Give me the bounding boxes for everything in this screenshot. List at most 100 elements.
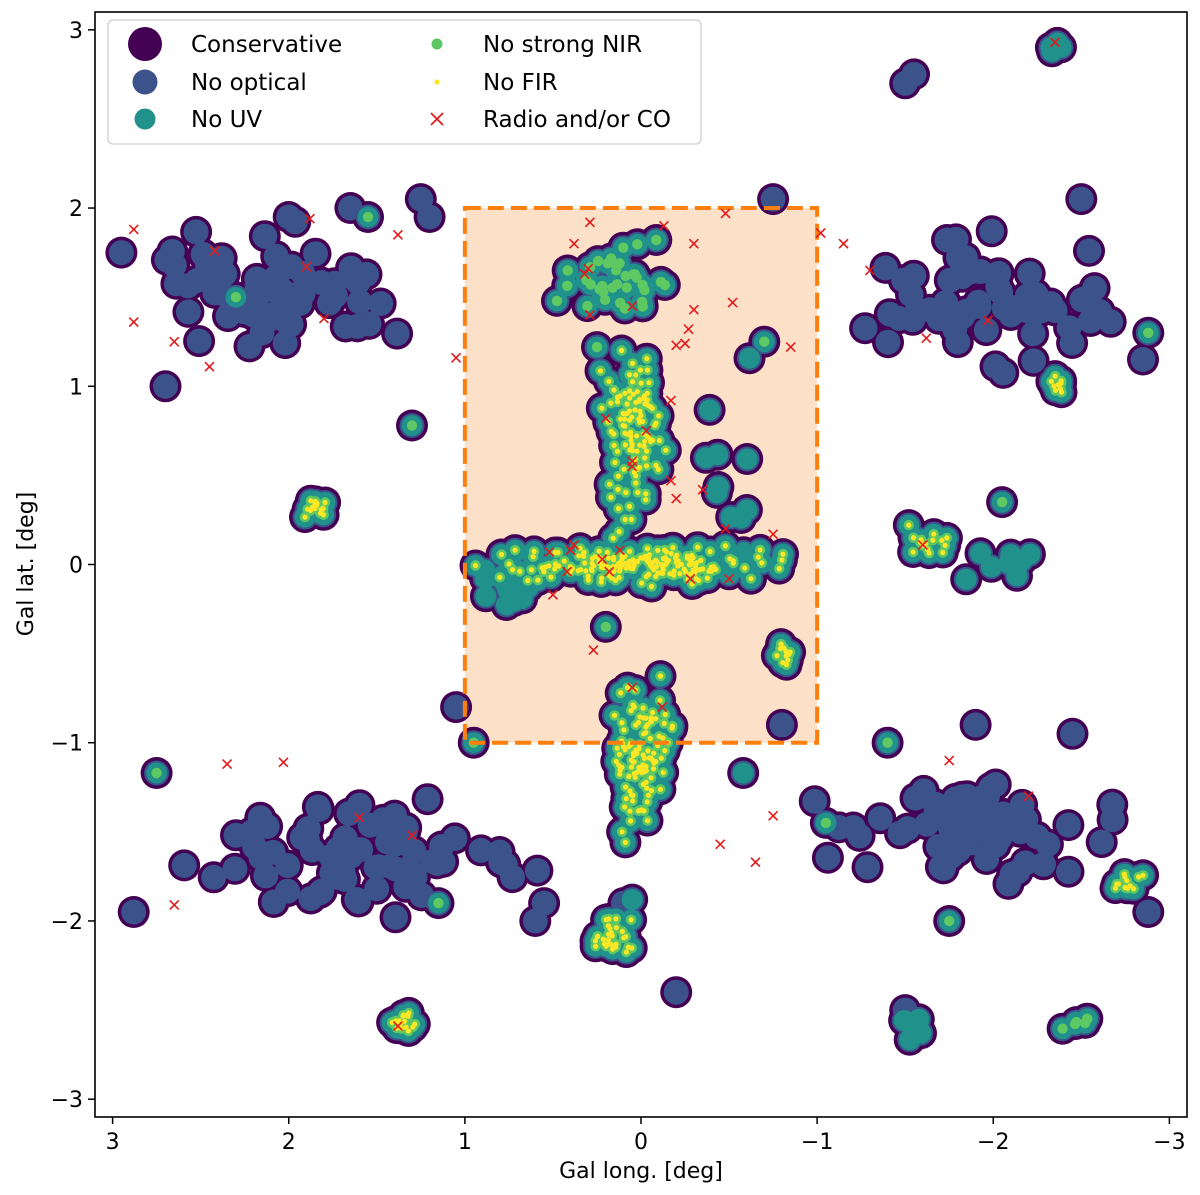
cross-stroke <box>583 263 594 274</box>
no-optical-marker <box>1073 285 1099 311</box>
no-fir-marker <box>634 448 640 454</box>
no-optical-marker <box>1031 851 1056 877</box>
no-fir-marker <box>616 574 622 581</box>
cross-stroke <box>169 899 180 910</box>
no-fir-marker <box>651 750 657 756</box>
cross-stroke <box>657 702 668 713</box>
no-fir-marker <box>531 548 537 555</box>
no-fir-marker <box>1112 885 1119 891</box>
radio-co-marker <box>815 227 826 239</box>
no-optical-marker <box>253 863 279 889</box>
cross-stroke <box>597 554 608 565</box>
radio-co-marker <box>750 857 761 868</box>
no-fir-marker <box>910 535 917 541</box>
no-fir-marker <box>638 807 644 813</box>
tick-layer: 3 2 1 0 −1 −2 −3 3 2 1 0 −1 −2 −3 <box>51 19 1186 1155</box>
no-fir-marker <box>637 464 643 471</box>
no-fir-marker <box>641 443 647 449</box>
y-tick-label: −3 <box>51 1088 83 1113</box>
no-fir-marker <box>598 579 604 585</box>
no-fir-marker <box>669 723 676 729</box>
cross-stroke <box>944 755 955 766</box>
no-fir-marker <box>630 448 636 454</box>
no-fir-marker <box>623 949 630 955</box>
radio-co-marker <box>917 539 928 550</box>
no-fir-marker <box>942 542 948 549</box>
no-uv-marker <box>736 499 758 521</box>
cross-stroke <box>547 589 559 600</box>
cross-stroke <box>561 566 573 577</box>
no-fir-marker <box>906 522 912 528</box>
no-fir-marker <box>604 549 611 556</box>
no-fir-marker <box>614 448 621 454</box>
no-fir-marker <box>641 555 647 561</box>
cross-stroke <box>679 338 691 349</box>
no-fir-marker <box>640 705 646 711</box>
no-optical-marker <box>1056 315 1082 341</box>
no-fir-marker <box>672 555 679 561</box>
legend: Conservative No optical No UV No strong NIR… <box>107 19 702 145</box>
no-optical-marker <box>1076 238 1102 264</box>
no-fir-marker <box>759 560 765 566</box>
no-fir-marker <box>322 499 328 506</box>
no-optical-marker <box>990 360 1016 386</box>
no-fir-marker <box>625 944 632 950</box>
no-fir-marker <box>637 442 643 448</box>
no-fir-marker <box>314 500 320 506</box>
no-fir-marker <box>585 573 591 579</box>
no-fir-marker <box>618 690 624 696</box>
no-fir-marker <box>583 568 589 574</box>
no-fir-marker <box>730 558 736 564</box>
x-tick-label: −2 <box>977 1130 1009 1155</box>
no-fir-marker <box>541 569 547 575</box>
no-fir-marker <box>600 936 607 942</box>
no-fir-marker <box>778 641 784 647</box>
x-axis-label: Gal long. [deg] <box>559 1159 723 1184</box>
no-fir-marker <box>633 480 639 486</box>
no-optical-marker <box>954 783 980 809</box>
no-fir-marker <box>552 566 558 572</box>
no-fir-marker <box>619 928 625 935</box>
cross-stroke <box>588 644 599 656</box>
no-optical-marker <box>522 908 548 934</box>
no-fir-marker <box>497 574 503 580</box>
no-fir-marker <box>650 709 656 716</box>
no-fir-marker <box>624 401 630 407</box>
radio-co-marker <box>685 573 696 584</box>
no-optical-marker <box>468 837 494 863</box>
no-fir-marker <box>637 408 643 414</box>
radio-co-marker <box>1049 37 1060 48</box>
no-strong-nir-marker <box>551 295 563 307</box>
cross-stroke <box>1049 37 1060 48</box>
no-strong-nir-marker <box>582 300 593 312</box>
no-uv-marker <box>474 567 496 589</box>
no-optical-marker <box>332 825 358 851</box>
no-fir-marker <box>619 720 625 726</box>
no-fir-marker <box>605 419 611 425</box>
no-optical-marker <box>946 245 971 271</box>
cross-stroke <box>815 227 826 239</box>
radio-co-marker <box>627 461 638 472</box>
cross-stroke <box>450 352 462 363</box>
radio-co-marker <box>627 682 638 693</box>
cross-stroke <box>304 213 315 224</box>
no-uv-marker <box>980 556 1002 578</box>
radio-co-marker <box>768 529 779 540</box>
no-fir-marker <box>403 1024 409 1030</box>
radio-co-marker <box>627 301 638 312</box>
no-fir-marker <box>655 466 662 472</box>
no-uv-marker <box>739 347 760 369</box>
no-fir-marker <box>585 577 592 583</box>
y-tick-label: −1 <box>51 732 83 757</box>
no-optical-marker <box>963 712 989 738</box>
no-optical-marker <box>855 854 880 880</box>
no-optical-marker <box>163 271 189 297</box>
radio-co-marker <box>665 475 677 486</box>
no-fir-marker <box>660 769 666 776</box>
no-fir-marker <box>621 935 627 941</box>
no-strong-nir-marker <box>659 279 670 291</box>
no-fir-marker <box>678 561 685 567</box>
no-fir-marker <box>625 685 631 691</box>
radio-co-marker <box>584 309 595 321</box>
